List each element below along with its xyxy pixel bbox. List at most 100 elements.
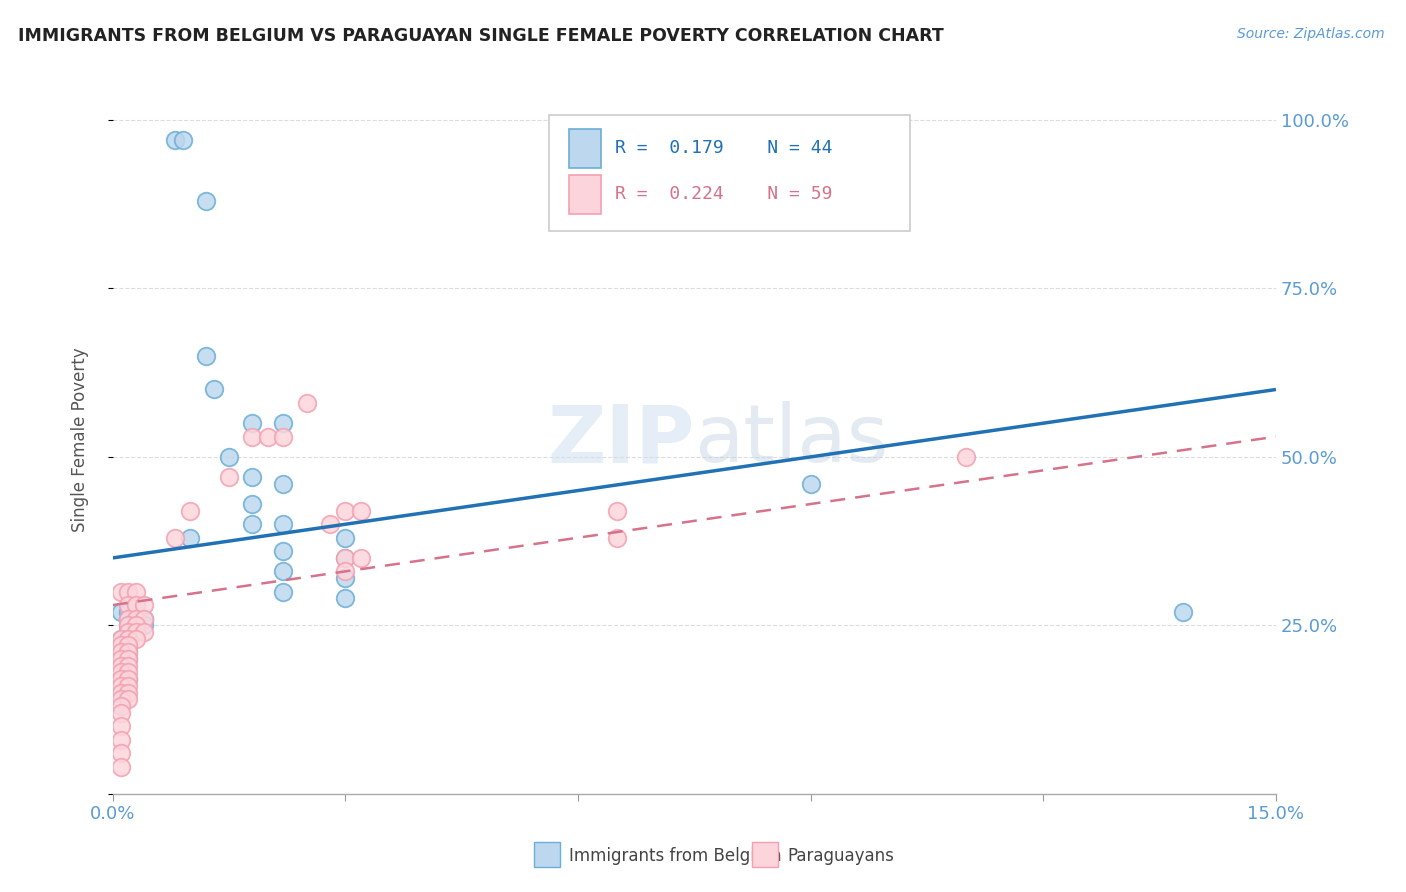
Point [117,618,139,632]
Point [273,565,295,579]
Point [117,625,139,640]
Point [132,618,155,632]
Point [218,470,240,484]
Text: Paraguayans: Paraguayans [787,847,894,865]
Point [132,611,155,625]
Text: Immigrants from Belgium: Immigrants from Belgium [569,847,782,865]
Point [242,430,264,444]
Point [242,416,264,430]
Point [218,450,240,464]
Point [132,611,155,625]
Point [110,658,132,673]
Point [273,584,295,599]
Point [132,625,155,640]
Point [117,679,139,693]
Point [110,632,132,646]
Point [125,598,148,612]
Point [179,504,201,518]
Point [117,625,139,640]
Point [335,571,357,585]
Point [955,450,977,464]
Point [117,645,139,659]
Point [125,611,148,625]
Point [335,550,357,565]
Point [125,611,148,625]
Point [117,639,139,653]
Point [125,605,148,619]
Point [335,531,357,545]
Point [110,584,132,599]
Point [117,658,139,673]
Point [117,672,139,686]
Point [110,706,132,720]
Point [110,679,132,693]
Point [163,133,186,147]
Point [273,517,295,532]
Point [110,672,132,686]
Point [110,605,132,619]
Point [117,665,139,680]
Point [800,476,823,491]
Point [117,672,139,686]
Point [110,719,132,733]
Point [117,692,139,706]
Point [125,625,148,640]
Point [110,672,132,686]
Bar [569,128,602,168]
Point [117,639,139,653]
Point [257,430,280,444]
Point [242,470,264,484]
Point [117,611,139,625]
Point [606,504,628,518]
Point [335,591,357,606]
Point [295,396,318,410]
Point [125,618,148,632]
Point [110,632,132,646]
Point [110,760,132,774]
Point [179,531,201,545]
Point [117,652,139,666]
Point [110,645,132,659]
Point [172,133,194,147]
Point [125,618,148,632]
Point [110,639,132,653]
Point [273,476,295,491]
Point [110,732,132,747]
Text: IMMIGRANTS FROM BELGIUM VS PARAGUAYAN SINGLE FEMALE POVERTY CORRELATION CHART: IMMIGRANTS FROM BELGIUM VS PARAGUAYAN SI… [18,27,943,45]
Point [117,611,139,625]
Point [110,665,132,680]
Point [117,632,139,646]
Point [117,685,139,699]
Point [117,652,139,666]
Point [606,531,628,545]
Point [335,550,357,565]
Point [350,550,373,565]
Point [117,645,139,659]
Point [273,416,295,430]
FancyBboxPatch shape [548,115,910,231]
Point [110,685,132,699]
Point [1171,605,1194,619]
Point [194,194,217,208]
Point [110,645,132,659]
Point [242,497,264,511]
Point [117,605,139,619]
Text: atlas: atlas [695,401,889,479]
Bar [569,175,602,214]
Point [110,685,132,699]
Point [273,430,295,444]
Point [110,699,132,714]
Point [117,598,139,612]
Point [335,504,357,518]
Text: R =  0.179    N = 44: R = 0.179 N = 44 [616,139,832,157]
Point [110,692,132,706]
Point [110,652,132,666]
Point [125,625,148,640]
Point [350,504,373,518]
Point [202,383,225,397]
Point [110,639,132,653]
Point [242,517,264,532]
Text: R =  0.224    N = 59: R = 0.224 N = 59 [616,186,832,203]
Point [117,584,139,599]
Y-axis label: Single Female Poverty: Single Female Poverty [72,348,89,533]
